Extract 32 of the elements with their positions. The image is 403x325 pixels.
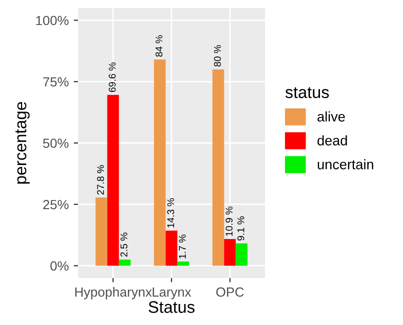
bar: [166, 230, 178, 266]
data-label: 69.6 %: [108, 62, 116, 92]
data-label: 84 %: [156, 35, 162, 57]
y-tick-label: 100%: [36, 16, 69, 26]
legend-label: alive: [318, 111, 345, 122]
bar: [118, 260, 131, 266]
data-label: 27.8 %: [97, 165, 104, 195]
legend-title: status: [285, 87, 329, 98]
x-axis-title: Status: [148, 301, 195, 313]
x-tick-label: Larynx: [152, 288, 192, 300]
bar: [96, 197, 108, 266]
y-tick-label: 75%: [43, 77, 69, 87]
bar: [212, 69, 224, 266]
data-label: 1.7 %: [178, 234, 186, 258]
y-tick-label: 0%: [50, 261, 69, 271]
bar: [177, 262, 190, 266]
data-label: 14.3 %: [167, 198, 174, 228]
bar: [236, 243, 248, 266]
bar: [224, 238, 236, 266]
data-label: 10.9 %: [226, 206, 233, 236]
y-tick-label: 50%: [43, 138, 69, 148]
data-label: 80 %: [214, 45, 221, 66]
bar: [107, 94, 119, 266]
x-tick-label: OPC: [216, 287, 244, 297]
y-tick-label: 25%: [43, 200, 69, 210]
y-axis-title: percentage: [15, 102, 30, 184]
data-label: 2.5 %: [120, 232, 128, 257]
x-tick-label: Hypopharynx: [75, 287, 152, 300]
bar: [154, 60, 166, 266]
legend-label: uncertain: [318, 159, 374, 170]
data-label: 9.1 %: [237, 216, 244, 240]
legend-label: dead: [318, 135, 347, 146]
